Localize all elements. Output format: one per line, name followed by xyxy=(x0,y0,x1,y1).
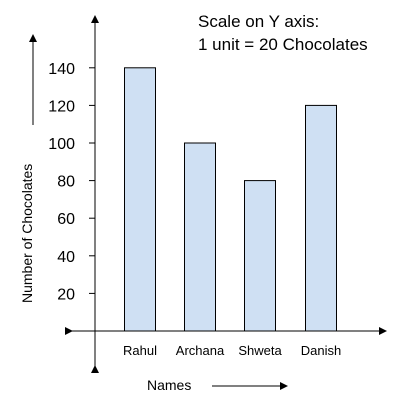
bar-rahul xyxy=(124,67,156,332)
x-tick-label-rahul: Rahul xyxy=(123,343,157,358)
x-tick-label-shweta: Shweta xyxy=(238,343,282,358)
y-tick-label: 80 xyxy=(57,174,75,191)
bars xyxy=(124,67,337,332)
y-tick-label: 20 xyxy=(57,286,75,303)
y-tick-label: 100 xyxy=(48,136,75,153)
scale-note-line-1: Scale on Y axis: xyxy=(198,12,319,31)
y-tick-label: 40 xyxy=(57,249,75,266)
bar-danish xyxy=(305,104,337,332)
category-labels: Rahul Archana Shweta Danish xyxy=(123,343,341,358)
bar-shweta xyxy=(244,180,276,332)
x-tick-label-danish: Danish xyxy=(301,343,341,358)
y-tick-label: 140 xyxy=(48,61,75,78)
y-tick-label: 60 xyxy=(57,211,75,228)
x-axis-title: Names xyxy=(147,377,191,393)
y-ticks: 20 40 60 80 100 120 140 xyxy=(48,61,95,303)
y-tick-label: 120 xyxy=(48,98,75,115)
x-tick-label-archana: Archana xyxy=(176,343,225,358)
bar-archana xyxy=(184,142,216,332)
scale-note-line-2: 1 unit = 20 Chocolates xyxy=(198,35,368,54)
y-axis-title: Number of Chocolates xyxy=(19,164,35,303)
